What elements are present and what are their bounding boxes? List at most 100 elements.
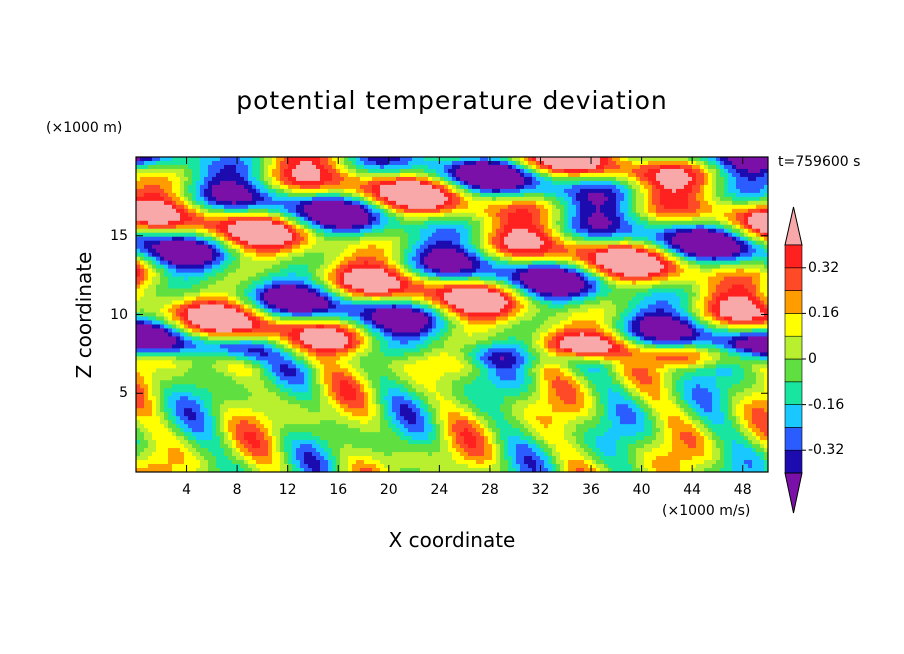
contour-cell bbox=[436, 216, 441, 222]
contour-cell bbox=[160, 276, 165, 282]
contour-cell bbox=[612, 184, 617, 190]
contour-cell bbox=[136, 236, 141, 242]
contour-cell bbox=[324, 196, 329, 202]
contour-cell bbox=[168, 176, 173, 182]
contour-cell bbox=[752, 220, 757, 226]
contour-cell bbox=[520, 264, 525, 270]
contour-cell bbox=[308, 252, 313, 258]
contour-cell bbox=[716, 244, 721, 250]
contour-cell bbox=[164, 176, 169, 182]
contour-cell bbox=[352, 180, 357, 186]
contour-cell bbox=[532, 244, 537, 250]
contour-cell bbox=[624, 256, 629, 262]
contour-cell bbox=[148, 276, 153, 282]
contour-cell bbox=[312, 220, 317, 226]
contour-cell bbox=[668, 160, 673, 166]
contour-cell bbox=[464, 164, 469, 170]
contour-cell bbox=[540, 220, 545, 226]
contour-cell bbox=[308, 228, 313, 234]
contour-cell bbox=[368, 244, 373, 250]
contour-cell bbox=[292, 168, 297, 174]
contour-cell bbox=[512, 208, 517, 214]
contour-cell bbox=[504, 168, 509, 174]
contour-cell bbox=[244, 272, 249, 278]
contour-cell bbox=[716, 157, 721, 162]
contour-cell bbox=[688, 260, 693, 266]
contour-cell bbox=[604, 172, 609, 178]
contour-cell bbox=[552, 276, 557, 282]
contour-cell bbox=[292, 256, 297, 262]
contour-cell bbox=[460, 184, 465, 190]
contour-cell bbox=[192, 268, 197, 274]
contour-cell bbox=[688, 208, 693, 214]
contour-cell bbox=[336, 280, 341, 286]
contour-cell bbox=[384, 180, 389, 186]
contour-cell bbox=[644, 212, 649, 218]
contour-cell bbox=[228, 188, 233, 194]
contour-cell bbox=[296, 244, 301, 250]
contour-cell bbox=[544, 184, 549, 190]
contour-cell bbox=[232, 236, 237, 242]
contour-cell bbox=[176, 280, 181, 286]
contour-cell bbox=[660, 188, 665, 194]
contour-cell bbox=[484, 276, 489, 282]
contour-cell bbox=[476, 240, 481, 246]
contour-cell bbox=[164, 160, 169, 166]
contour-cell bbox=[664, 204, 669, 210]
contour-cell bbox=[552, 220, 557, 226]
contour-cell bbox=[140, 264, 145, 270]
contour-cell bbox=[392, 216, 397, 222]
contour-cell bbox=[712, 268, 717, 274]
contour-cell bbox=[704, 208, 709, 214]
contour-cell bbox=[200, 192, 205, 198]
contour-cell bbox=[764, 264, 768, 270]
contour-cell bbox=[488, 212, 493, 218]
contour-cell bbox=[636, 160, 641, 166]
contour-cell bbox=[260, 272, 265, 278]
contour-cell bbox=[216, 212, 221, 218]
contour-cell bbox=[584, 212, 589, 218]
contour-cell bbox=[696, 228, 701, 234]
contour-cell bbox=[412, 212, 417, 218]
contour-cell bbox=[708, 248, 713, 254]
contour-cell bbox=[624, 196, 629, 202]
contour-cell bbox=[588, 276, 593, 282]
contour-cell bbox=[464, 248, 469, 254]
contour-cell bbox=[472, 240, 477, 246]
contour-cell bbox=[372, 252, 377, 258]
contour-cell bbox=[172, 176, 177, 182]
contour-cell bbox=[640, 160, 645, 166]
contour-cell bbox=[508, 240, 513, 246]
contour-cell bbox=[384, 236, 389, 242]
contour-cell bbox=[504, 172, 509, 178]
contour-cell bbox=[700, 260, 705, 266]
contour-cell bbox=[688, 180, 693, 186]
contour-cell bbox=[236, 272, 241, 278]
contour-cell bbox=[368, 176, 373, 182]
contour-cell bbox=[244, 244, 249, 250]
contour-cell bbox=[596, 204, 601, 210]
contour-cell bbox=[440, 244, 445, 250]
contour-cell bbox=[388, 280, 393, 286]
contour-cell bbox=[616, 244, 621, 250]
contour-cell bbox=[168, 200, 173, 206]
contour-cell bbox=[616, 164, 621, 170]
contour-cell bbox=[348, 216, 353, 222]
contour-cell bbox=[588, 160, 593, 166]
contour-cell bbox=[216, 160, 221, 166]
contour-cell bbox=[524, 260, 529, 266]
contour-cell bbox=[196, 192, 201, 198]
contour-cell bbox=[292, 264, 297, 270]
contour-cell bbox=[456, 164, 461, 170]
contour-cell bbox=[288, 276, 293, 282]
contour-cell bbox=[732, 216, 737, 222]
contour-cell bbox=[440, 272, 445, 278]
contour-cell bbox=[676, 248, 681, 254]
contour-cell bbox=[516, 232, 521, 238]
contour-cell bbox=[268, 256, 273, 262]
contour-cell bbox=[320, 212, 325, 218]
contour-cell bbox=[644, 172, 649, 178]
contour-cell bbox=[488, 248, 493, 254]
contour-cell bbox=[336, 260, 341, 266]
contour-cell bbox=[216, 248, 221, 254]
